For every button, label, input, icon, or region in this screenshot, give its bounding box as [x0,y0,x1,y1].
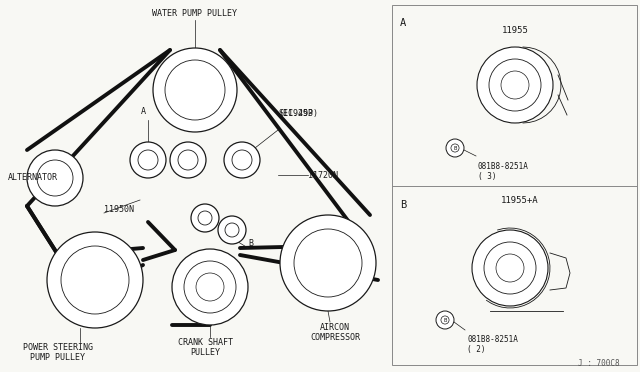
Text: COMPRESSOR: COMPRESSOR [310,333,360,342]
Circle shape [446,139,464,157]
Text: 11955: 11955 [502,26,529,35]
Text: 081B8-8251A
( 3): 081B8-8251A ( 3) [478,162,529,182]
Circle shape [232,150,252,170]
Text: CRANK SHAFT: CRANK SHAFT [177,338,232,347]
Text: PULLEY: PULLEY [190,348,220,357]
Text: SEC.493: SEC.493 [278,109,313,118]
Text: AIRCON: AIRCON [320,323,350,332]
Circle shape [489,59,541,111]
Circle shape [170,142,206,178]
Text: A: A [141,108,145,116]
Circle shape [472,230,548,306]
Circle shape [451,144,459,152]
Circle shape [484,242,536,294]
Circle shape [477,47,553,123]
Circle shape [436,311,454,329]
Text: (11925P): (11925P) [278,99,318,118]
Text: 11955+A: 11955+A [501,196,539,205]
Circle shape [218,216,246,244]
Circle shape [294,229,362,297]
Circle shape [47,232,143,328]
Circle shape [198,211,212,225]
Circle shape [191,204,219,232]
Circle shape [37,160,73,196]
Text: 11950N: 11950N [104,205,134,215]
Text: ALTERNATOR: ALTERNATOR [8,173,58,183]
Circle shape [224,142,260,178]
Circle shape [130,142,166,178]
Bar [392,5,637,365]
Text: A: A [400,18,406,28]
Circle shape [441,316,449,324]
Circle shape [280,215,376,311]
Text: POWER STEERING: POWER STEERING [23,343,93,352]
Circle shape [172,249,248,325]
Text: B: B [453,145,456,151]
Text: B: B [248,238,253,247]
Circle shape [138,150,158,170]
Text: 081B8-8251A
( 2): 081B8-8251A ( 2) [467,335,518,355]
Text: PUMP PULLEY: PUMP PULLEY [31,353,86,362]
Circle shape [196,273,224,301]
Circle shape [178,150,198,170]
Circle shape [61,246,129,314]
Circle shape [153,48,237,132]
Circle shape [225,223,239,237]
Circle shape [501,71,529,99]
Text: B: B [400,200,406,210]
Text: WATER PUMP PULLEY: WATER PUMP PULLEY [152,9,237,18]
Text: J : 700C8: J : 700C8 [579,359,620,368]
Text: 11720N: 11720N [308,170,338,180]
Circle shape [165,60,225,120]
Text: B: B [444,317,447,323]
Circle shape [496,254,524,282]
Circle shape [27,150,83,206]
Circle shape [184,261,236,313]
